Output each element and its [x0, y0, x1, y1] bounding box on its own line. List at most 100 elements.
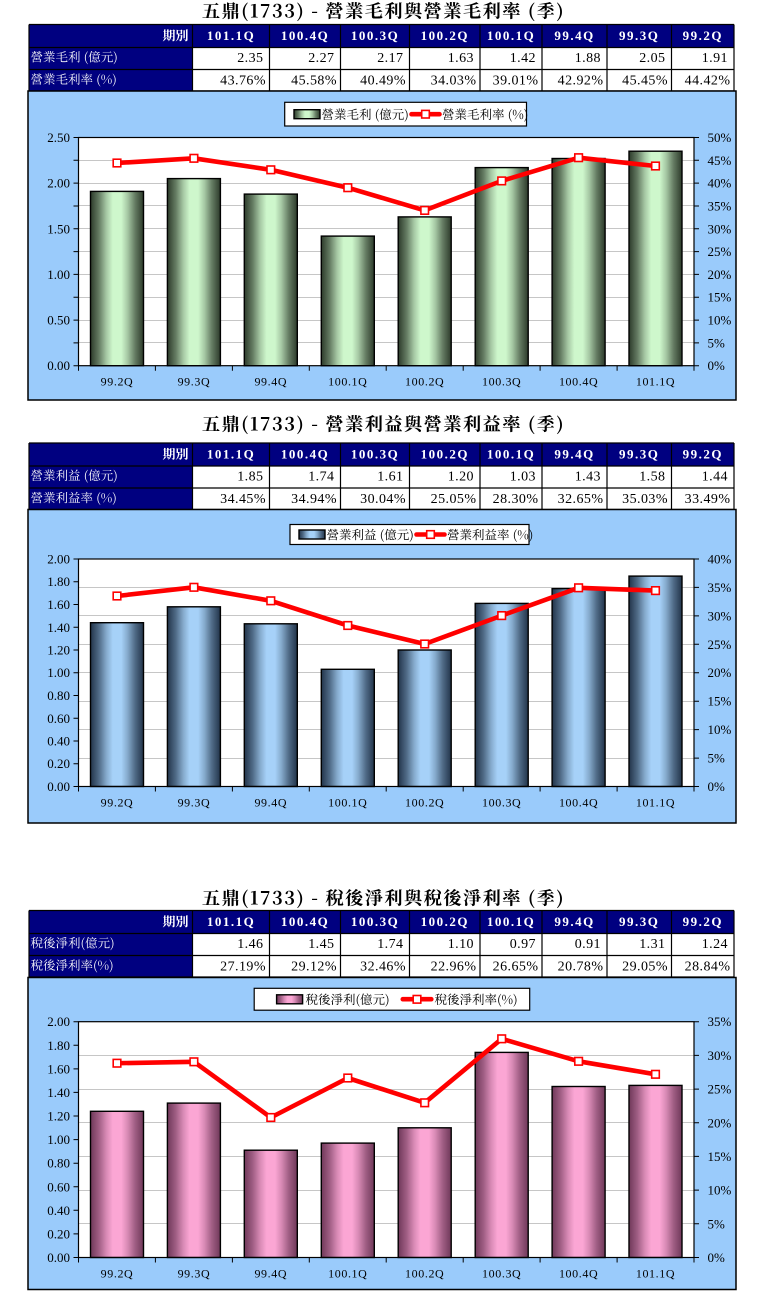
svg-text:99.3Q: 99.3Q — [178, 1267, 211, 1281]
svg-text:0.00: 0.00 — [47, 1250, 70, 1265]
svg-text:100.3Q: 100.3Q — [482, 796, 521, 810]
svg-text:44.42%: 44.42% — [685, 73, 731, 88]
svg-text:40%: 40% — [708, 552, 732, 567]
svg-text:99.3Q: 99.3Q — [178, 796, 211, 810]
svg-text:0.97: 0.97 — [510, 937, 536, 952]
svg-text:2.17: 2.17 — [377, 51, 403, 66]
svg-text:1.00: 1.00 — [47, 267, 70, 282]
svg-text:0.80: 0.80 — [47, 1156, 70, 1171]
svg-text:100.1Q: 100.1Q — [328, 375, 367, 389]
svg-text:0.60: 0.60 — [47, 711, 70, 726]
svg-text:50%: 50% — [708, 130, 732, 145]
svg-text:0%: 0% — [708, 358, 726, 373]
svg-text:2.00: 2.00 — [47, 552, 70, 567]
svg-text:15%: 15% — [708, 1149, 732, 1164]
svg-text:100.3Q: 100.3Q — [482, 1267, 521, 1281]
svg-text:2.35: 2.35 — [237, 51, 263, 66]
svg-text:1.10: 1.10 — [448, 937, 474, 952]
svg-text:20%: 20% — [708, 665, 732, 680]
svg-text:100.2Q: 100.2Q — [421, 28, 469, 43]
svg-text:25%: 25% — [708, 637, 732, 652]
svg-text:5%: 5% — [708, 751, 726, 766]
svg-text:34.45%: 34.45% — [220, 492, 266, 507]
svg-text:101.1Q: 101.1Q — [207, 447, 255, 462]
svg-text:20%: 20% — [708, 267, 732, 282]
svg-text:15%: 15% — [708, 290, 732, 305]
svg-text:99.2Q: 99.2Q — [101, 1267, 134, 1281]
svg-text:0.50: 0.50 — [47, 313, 70, 328]
svg-text:100.3Q: 100.3Q — [351, 914, 399, 929]
svg-text:35.03%: 35.03% — [622, 492, 668, 507]
svg-text:100.2Q: 100.2Q — [405, 1267, 444, 1281]
svg-text:0.20: 0.20 — [47, 1226, 70, 1241]
svg-text:100.1Q: 100.1Q — [328, 796, 367, 810]
svg-text:40.49%: 40.49% — [360, 73, 406, 88]
svg-text:30.04%: 30.04% — [360, 492, 406, 507]
svg-text:2.05: 2.05 — [639, 51, 665, 66]
svg-text:35%: 35% — [708, 580, 732, 595]
svg-text:5%: 5% — [708, 335, 726, 350]
svg-text:100.1Q: 100.1Q — [487, 28, 535, 43]
svg-text:100.1Q: 100.1Q — [487, 447, 535, 462]
svg-text:30%: 30% — [708, 221, 732, 236]
svg-text:1.60: 1.60 — [47, 1061, 70, 1076]
svg-text:45.58%: 45.58% — [291, 73, 337, 88]
svg-text:100.2Q: 100.2Q — [405, 796, 444, 810]
svg-text:100.4Q: 100.4Q — [559, 1267, 598, 1281]
svg-text:0.20: 0.20 — [47, 756, 70, 771]
svg-text:35%: 35% — [708, 1014, 732, 1029]
svg-text:43.76%: 43.76% — [220, 73, 266, 88]
svg-text:1.44: 1.44 — [702, 470, 728, 485]
svg-text:1.43: 1.43 — [575, 470, 601, 485]
svg-text:42.92%: 42.92% — [558, 73, 604, 88]
svg-text:100.3Q: 100.3Q — [351, 447, 399, 462]
svg-text:2.27: 2.27 — [308, 51, 334, 66]
svg-text:1.88: 1.88 — [575, 51, 601, 66]
svg-text:15%: 15% — [708, 694, 732, 709]
svg-text:0.40: 0.40 — [47, 734, 70, 749]
svg-text:101.1Q: 101.1Q — [636, 796, 675, 810]
svg-text:1.45: 1.45 — [308, 937, 334, 952]
svg-text:20.78%: 20.78% — [558, 959, 604, 974]
svg-text:1.61: 1.61 — [377, 470, 403, 485]
svg-text:28.30%: 28.30% — [493, 492, 539, 507]
svg-text:100.3Q: 100.3Q — [482, 375, 521, 389]
svg-text:20%: 20% — [708, 1115, 732, 1130]
svg-text:25%: 25% — [708, 244, 732, 259]
svg-text:45.45%: 45.45% — [622, 73, 668, 88]
svg-text:2.00: 2.00 — [47, 176, 70, 191]
svg-text:1.31: 1.31 — [639, 937, 665, 952]
svg-text:1.58: 1.58 — [639, 470, 665, 485]
svg-text:25%: 25% — [708, 1082, 732, 1097]
svg-text:100.2Q: 100.2Q — [405, 375, 444, 389]
svg-text:32.46%: 32.46% — [360, 959, 406, 974]
svg-text:1.20: 1.20 — [448, 470, 474, 485]
svg-text:1.63: 1.63 — [448, 51, 474, 66]
svg-text:99.4Q: 99.4Q — [554, 914, 594, 929]
svg-text:1.24: 1.24 — [702, 937, 728, 952]
svg-text:99.2Q: 99.2Q — [101, 796, 134, 810]
svg-text:45%: 45% — [708, 153, 732, 168]
svg-text:1.91: 1.91 — [702, 51, 728, 66]
svg-text:0.00: 0.00 — [47, 358, 70, 373]
svg-text:99.3Q: 99.3Q — [619, 28, 659, 43]
svg-text:34.03%: 34.03% — [431, 73, 477, 88]
svg-text:0.00: 0.00 — [47, 779, 70, 794]
svg-text:99.2Q: 99.2Q — [101, 375, 134, 389]
svg-text:35%: 35% — [708, 199, 732, 214]
svg-text:99.4Q: 99.4Q — [254, 796, 287, 810]
svg-text:99.2Q: 99.2Q — [683, 28, 723, 43]
svg-text:40%: 40% — [708, 176, 732, 191]
svg-text:1.80: 1.80 — [47, 1038, 70, 1053]
svg-text:1.03: 1.03 — [510, 470, 536, 485]
svg-text:0.40: 0.40 — [47, 1203, 70, 1218]
svg-text:100.3Q: 100.3Q — [351, 28, 399, 43]
svg-text:99.2Q: 99.2Q — [683, 447, 723, 462]
svg-text:99.4Q: 99.4Q — [554, 447, 594, 462]
svg-text:101.1Q: 101.1Q — [207, 914, 255, 929]
svg-text:0%: 0% — [708, 1250, 726, 1265]
svg-text:10%: 10% — [708, 722, 732, 737]
svg-text:100.4Q: 100.4Q — [281, 28, 329, 43]
svg-text:1.20: 1.20 — [47, 643, 70, 658]
svg-text:99.4Q: 99.4Q — [554, 28, 594, 43]
